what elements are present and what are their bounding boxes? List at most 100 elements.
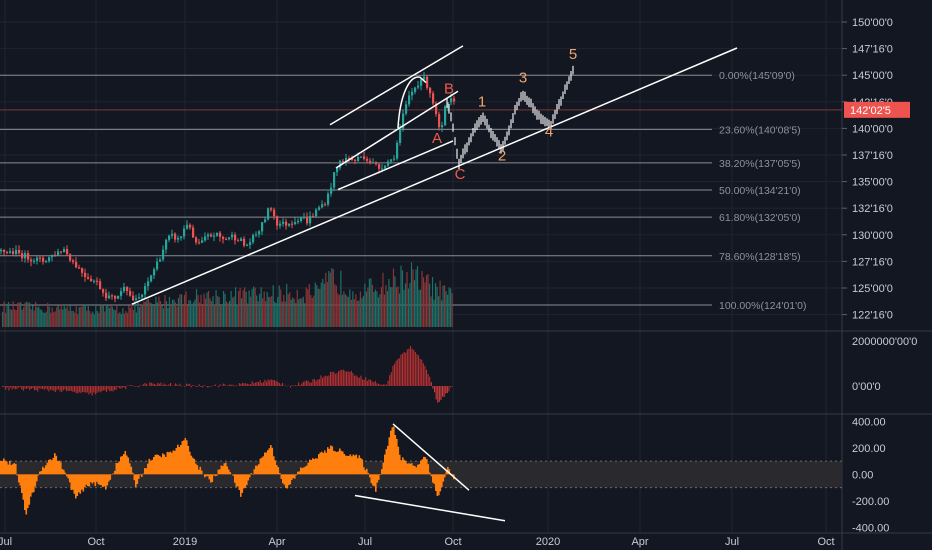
candle-body — [84, 272, 87, 278]
oscillator-2-bar — [136, 474, 139, 485]
oscillator-1-bar — [278, 383, 280, 386]
oscillator-2-bar — [27, 474, 29, 509]
volume-bar — [179, 294, 181, 327]
oscillator-2-bar — [219, 469, 221, 475]
oscillator-2-bar — [300, 467, 302, 475]
oscillator-2-bar — [448, 469, 451, 475]
oscillator-1-bar — [410, 345, 412, 386]
oscillator-1-bar — [339, 370, 341, 386]
oscillator-2-bar — [162, 453, 164, 475]
oscillator-1-bar — [94, 386, 96, 395]
oscillator-2-bar — [340, 450, 343, 475]
oscillator-2-bar — [430, 474, 433, 477]
volume-bar — [221, 304, 223, 327]
oscillator-2-bar — [288, 474, 290, 486]
oscillator-1-bar — [123, 386, 125, 388]
oscillator-1-bar — [434, 386, 436, 393]
oscillator-2-bar — [415, 467, 418, 475]
oscillator-1-bar — [240, 383, 242, 386]
candle-body — [12, 251, 15, 254]
volume-bar — [203, 293, 205, 327]
oscillator-2-bar — [249, 474, 251, 478]
volume-bar — [146, 299, 148, 327]
oscillator-2-bar — [130, 466, 133, 475]
oscillator-1-bar — [342, 369, 344, 386]
candle-body — [45, 261, 48, 263]
oscillator-2-bar — [306, 465, 308, 475]
oscillator-1-bar — [419, 358, 421, 386]
oscillator-1-bar — [360, 375, 362, 386]
candle-body — [231, 234, 234, 238]
oscillator-2-bar — [289, 474, 292, 485]
candle-body — [444, 106, 447, 126]
volume-bar — [293, 298, 295, 327]
oscillator-1-bar — [168, 384, 170, 386]
oscillator-1-bar — [274, 380, 276, 386]
candle-body — [399, 128, 402, 143]
fib-level-label: 100.00%(124'01'0) — [719, 300, 807, 312]
oscillator-2-bar — [282, 474, 284, 484]
oscillator-2-bar — [42, 466, 44, 475]
volume-bar — [137, 301, 139, 327]
oscillator-1-bar — [112, 386, 114, 392]
oscillator-1-bar — [10, 386, 12, 388]
volume-bar — [114, 310, 116, 327]
oscillator-1-panel — [2, 345, 453, 403]
volume-bar — [29, 302, 31, 327]
oscillator-2-bar — [190, 455, 193, 475]
oscillator-1-bar — [227, 385, 229, 386]
oscillator-2-bar — [3, 458, 5, 475]
oscillator-2-bar — [361, 459, 364, 475]
oscillator-2-bar — [355, 454, 358, 475]
volume-bar — [50, 312, 52, 327]
oscillator-1-bar — [352, 372, 354, 386]
oscillator-2-bar — [13, 463, 16, 475]
candle-body — [321, 204, 324, 208]
candle-body — [141, 294, 144, 298]
candle-body — [390, 159, 393, 162]
wave-label: 4 — [545, 124, 553, 141]
oscillator-2-bar — [82, 474, 85, 492]
oscillator-2-axis-label: -200.00 — [852, 496, 889, 508]
oscillator-2-bar — [159, 455, 161, 475]
oscillator-2-bar — [114, 470, 116, 475]
volume-bar — [241, 298, 243, 327]
oscillator-1-bar — [171, 385, 173, 386]
oscillator-2-bar — [438, 474, 440, 496]
oscillator-2-bar — [301, 468, 304, 475]
candle-body — [312, 215, 315, 217]
oscillator-2-bar — [273, 456, 275, 475]
volume-bar — [412, 269, 414, 327]
oscillator-1-bar — [21, 386, 23, 390]
volume-bar — [413, 280, 416, 327]
volume-bar — [95, 306, 97, 327]
volume-bar — [325, 272, 327, 327]
oscillator-1-bar — [382, 384, 384, 386]
oscillator-1-bar — [446, 386, 448, 394]
time-axis-label: Jul — [725, 536, 739, 548]
candle-body — [24, 253, 27, 259]
oscillator-1-bar — [389, 375, 391, 386]
volume-bar — [182, 303, 184, 327]
volume-bar — [253, 286, 255, 327]
oscillator-2-bar — [345, 455, 347, 475]
volume-bar — [238, 291, 240, 327]
candle-body — [42, 257, 45, 262]
oscillator-1-bar — [91, 386, 93, 396]
wave-label: 5 — [569, 46, 577, 63]
volume-bar — [3, 301, 5, 327]
volume-bar — [209, 298, 211, 327]
fib-level-label: 23.60%(140'08'5) — [719, 124, 801, 136]
oscillator-1-bar — [242, 382, 244, 386]
oscillator-2-bar — [331, 446, 334, 475]
oscillator-1-bar — [451, 386, 453, 387]
oscillator-1-bar — [58, 386, 60, 390]
oscillator-1-bar — [131, 385, 133, 386]
oscillator-2-bar — [178, 446, 181, 475]
oscillator-2-bar — [297, 471, 299, 475]
time-axis-label: Jul — [358, 536, 372, 548]
volume-bar — [338, 295, 340, 327]
candle-body — [159, 259, 162, 262]
volume-bar — [314, 282, 316, 327]
